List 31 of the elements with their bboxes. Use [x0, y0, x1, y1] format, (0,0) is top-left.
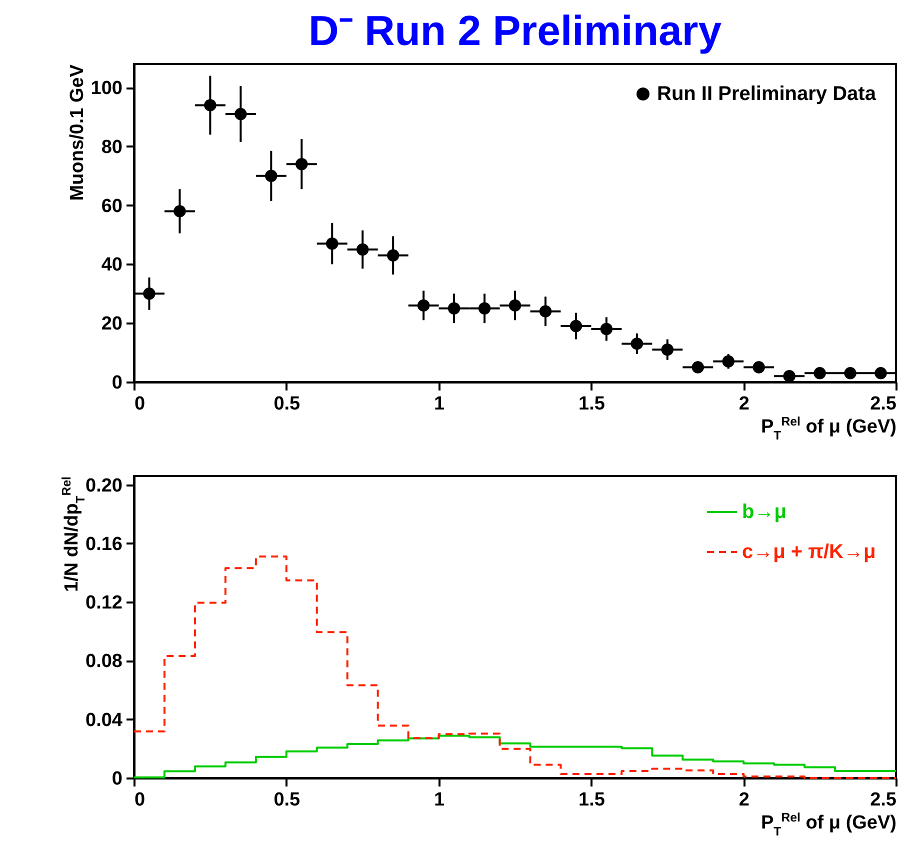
y-tick-label: 0 — [112, 768, 122, 790]
y-tick-label: 60 — [101, 196, 122, 217]
y-tick-label: 80 — [101, 136, 122, 158]
x-tick-label: 2.5 — [870, 790, 897, 810]
x-tick-label: 0.5 — [274, 790, 301, 810]
legend-label: b→μ — [742, 501, 786, 523]
y-tick-label: 0.04 — [86, 710, 123, 731]
y-tick-label: 40 — [101, 254, 122, 276]
y-tick-label: 0.08 — [86, 651, 122, 672]
x-axis-title: P$_{T}$$^{Rel}$ of μ (GeV) — [760, 414, 896, 442]
legend-label: Run II Preliminary Data — [657, 83, 877, 105]
x-axis-title: P$_{T}$$^{Rel}$ of μ (GeV) — [760, 810, 896, 838]
x-tick-label: 1.5 — [578, 790, 606, 810]
x-tick-label: 0 — [134, 790, 146, 810]
y-tick-label: 0.16 — [86, 534, 122, 555]
x-tick-label: 2 — [738, 394, 750, 414]
x-tick-label: 2.5 — [870, 394, 897, 414]
x-tick-label: 1 — [434, 790, 446, 810]
y-tick-label: 0 — [112, 372, 122, 394]
x-tick-label: 1 — [434, 394, 446, 414]
x-tick-label: 0 — [134, 394, 146, 414]
y-tick-label: 100 — [90, 78, 122, 100]
x-tick-label: 1.5 — [578, 394, 606, 414]
x-tick-label: 2 — [738, 790, 750, 810]
y-tick-label: 0.20 — [86, 475, 122, 496]
y-axis-title: Muons/0.1 GeV — [66, 64, 88, 201]
chart-title: D⁻ Run 2 Preliminary — [308, 7, 722, 54]
y-tick-label: 20 — [101, 314, 122, 335]
x-tick-label: 0.5 — [274, 394, 301, 414]
legend-label: c→μ + π/K→μ — [742, 541, 876, 563]
y-tick-label: 0.12 — [86, 592, 122, 614]
